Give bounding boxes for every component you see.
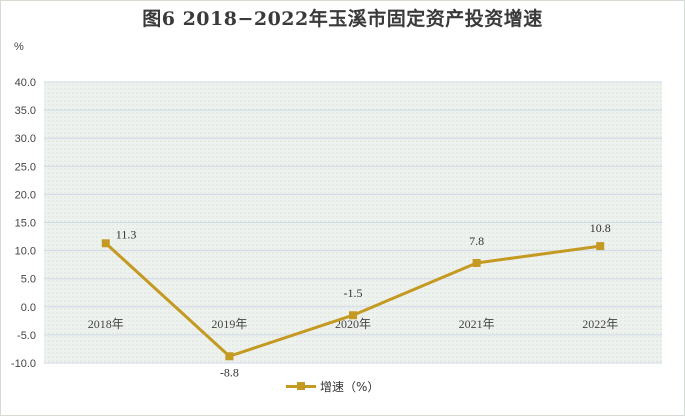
- y-tick-label: -5.0: [17, 330, 36, 342]
- data-labels: 11.3 -8.8 -1.5 7.8 10.8: [116, 221, 611, 379]
- data-label: -1.5: [344, 286, 363, 300]
- legend: 增速（%）: [286, 378, 379, 395]
- y-tick-label: 15.0: [15, 218, 36, 230]
- y-axis-ticks: -10.0 -5.0 0.0 5.0 10.0 15.0 20.0 25.0 30.0 35.0 4…: [11, 77, 36, 370]
- x-category-label: 2019年: [211, 317, 247, 331]
- data-point-marker: [472, 258, 481, 267]
- data-point-marker: [349, 311, 357, 320]
- x-category-label: 2021年: [459, 317, 495, 331]
- x-category-label: 2022年: [582, 317, 618, 331]
- y-tick-label: -10.0: [11, 358, 36, 370]
- x-category-label: 2020年: [335, 317, 371, 331]
- y-tick-label: 0.0: [21, 302, 36, 314]
- series-line-group: [101, 239, 605, 361]
- chart-title: 图6 2018−2022年玉溪市固定资产投资增速: [142, 8, 543, 30]
- data-label: 7.8: [469, 234, 484, 248]
- data-label: -8.8: [220, 365, 239, 379]
- data-point-marker: [225, 352, 234, 361]
- legend-line-icon: [286, 382, 316, 390]
- y-tick-label: 5.0: [21, 274, 36, 286]
- y-tick-label: 20.0: [15, 189, 36, 201]
- data-point-marker: [101, 239, 110, 248]
- x-axis-categories: 2018年 2019年 2020年 2021年 2022年: [88, 317, 618, 331]
- data-label: 11.3: [116, 227, 137, 241]
- data-point-marker: [596, 242, 605, 251]
- x-category-label: 2018年: [88, 317, 124, 331]
- y-tick-label: 30.0: [15, 133, 36, 145]
- y-tick-label: 35.0: [15, 105, 36, 117]
- y-tick-label: 10.0: [15, 246, 36, 258]
- y-tick-label: 40.0: [15, 77, 36, 89]
- y-axis-unit: %: [14, 41, 24, 53]
- grid-lines: [44, 81, 662, 364]
- legend-label: 增速（%）: [320, 380, 380, 394]
- y-tick-label: 25.0: [15, 161, 36, 173]
- data-label: 10.8: [590, 221, 611, 235]
- legend-marker-icon: [297, 382, 305, 390]
